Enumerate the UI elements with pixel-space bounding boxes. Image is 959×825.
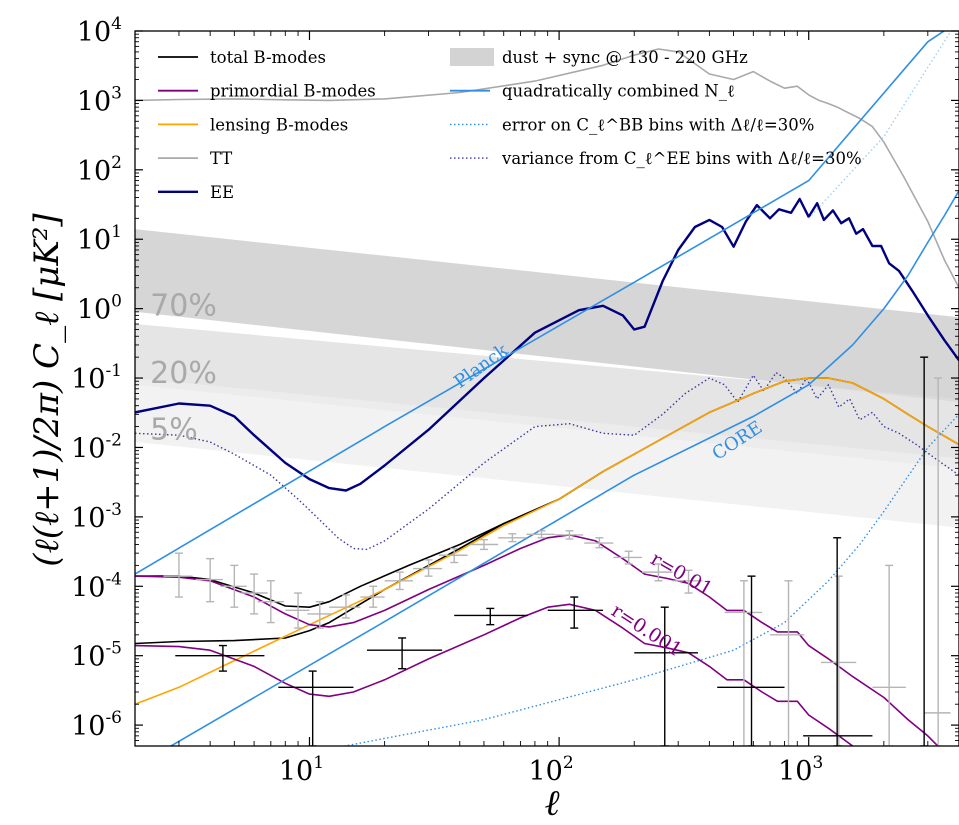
errorbar-r-0-01-binned-13 [498,533,527,543]
y-tick-label: 101 [77,222,122,256]
y-tick-label: 10-2 [71,430,122,464]
legend-label: TT [210,149,232,168]
band-20 [135,324,959,469]
y-tick-label: 10-3 [71,500,122,534]
legend-label: total B-modes [210,48,326,67]
errorbar-r-0-01-binned-2 [220,564,247,608]
x-tick-label: 101 [279,753,324,787]
errorbar-r-0-001-binned-4 [547,596,604,629]
errorbar-r-0-01-binned-15 [554,530,584,540]
band-70 [135,229,959,403]
errorbar-r-0-01-binned-8 [360,585,385,608]
errorbar-r-0-001-binned-7 [803,537,873,746]
x-tick-label: 103 [778,753,823,787]
errorbar-r-0-01-binned-12 [470,538,499,551]
series-tt [135,48,959,289]
errorbar-r-0-01-binned-14 [526,530,555,539]
series-ee [135,197,959,492]
annotation-20: 20% [150,356,217,391]
legend-item-variance-from-c-ee-bins-with-30: variance from C_ℓ^EE bins with Δℓ/ℓ=30% [450,149,862,168]
y-tick-label: 104 [77,14,122,48]
errorbar-r-0-001-binned-2 [367,637,443,670]
y-tick-label: 103 [77,83,122,117]
legend-item-tt: TT [158,149,232,168]
errorbar-r-0-01-binned-3 [240,573,268,615]
legend-item-dust-sync-130-220-ghz: dust + sync @ 130 - 220 GHz [450,48,748,67]
y-tick-label: 102 [77,153,122,187]
errorbar-r-0-01-binned-4 [257,580,284,624]
series-error-on-c-bb-bins-with-30-planck [808,31,952,219]
axis-ticks: 104 103 102 101 100 10-1 10-2 10-3 10-4 10-5 10-6 1… [71,14,959,787]
errorbar-r-0-01-binned-5 [285,592,310,629]
x-tick-label: 102 [529,753,574,787]
errorbar-r-0-01-binned-20 [724,580,763,746]
errorbar-r-0-01-binned-18 [642,563,673,582]
errorbar-r-0-01-binned-10 [413,559,443,577]
errorbar-r-0-001-binned-6 [717,575,785,746]
errorbar-r-0-001-binned-1 [278,670,354,746]
legend-label: dust + sync @ 130 - 220 GHz [502,48,748,67]
legend-item-total-b-modes: total B-modes [158,48,326,67]
errorbar-r-0-01-binned-1 [195,557,223,603]
y-tick-label: 10-4 [71,569,122,603]
legend-label: quadratically combined N_ℓ [502,82,735,101]
errorbar-r-0-01-binned-17 [613,550,643,565]
errorbar-r-0-001-binned-8 [920,356,929,746]
errorbar-r-0-01-binned-9 [384,571,414,591]
legend: total B-modes primordial B-modes lensing B… [158,48,862,202]
legend-label: error on C_ℓ^BB bins with Δℓ/ℓ=30% [502,115,814,134]
y-axis-label: (ℓ(ℓ+1)/2π) C_ℓ [μK²] [27,213,67,567]
series-variance-from-c-ee-bins-with-30 [135,371,959,551]
legend-swatch [450,48,494,66]
band-5 [135,378,959,528]
errorbar-r-0-01-binned-23 [872,564,906,746]
errorbar-r-0-01-binned-16 [584,537,614,549]
errorbar-r-0-001-binned-0 [175,644,265,672]
binned-error-bars [163,356,951,746]
errorbar-r-0-01-binned-11 [438,547,468,564]
legend-item-quadratically-combined-n: quadratically combined N_ℓ [450,82,735,101]
legend-label: primordial B-modes [210,82,376,101]
legend-item-ee: EE [158,183,234,202]
errorbar-r-0-001-binned-3 [454,607,528,626]
y-tick-label: 10-6 [71,708,122,742]
series-lensing-b-modes [135,377,959,705]
y-tick-label: 100 [77,292,122,326]
errorbar-r-0-01-binned-6 [307,600,332,629]
errorbar-r-0-01-binned-19 [672,569,703,594]
foreground-bands [135,229,959,528]
errorbar-r-0-01-binned-22 [821,575,857,746]
series-quadratically-combined-n-core [169,190,959,746]
series-quadratically-combined-n-planck [135,31,946,575]
legend-label: lensing B-modes [210,115,348,134]
legend-label: EE [210,183,234,202]
series-total-b-modes-r-0-001 [135,470,604,645]
legend-item-error-on-c-bb-bins-with-30: error on C_ℓ^BB bins with Δℓ/ℓ=30% [450,115,814,134]
errorbar-r-0-01-binned-0 [163,552,193,598]
annotation-5: 5% [150,413,198,448]
series-primordial-b-modes-r-0-01 [135,534,939,746]
errorbar-r-0-01-binned-24 [924,377,951,746]
errorbar-r-0-001-binned-5 [634,606,698,746]
legend-item-lensing-b-modes: lensing B-modes [158,115,348,134]
legend-item-primordial-b-modes: primordial B-modes [158,82,376,101]
legend-label: variance from C_ℓ^EE bins with Δℓ/ℓ=30% [501,149,862,168]
errorbar-r-0-01-binned-21 [770,580,805,746]
x-axis-label: ℓ [545,783,560,824]
y-tick-label: 10-5 [71,639,122,673]
y-tick-label: 10-1 [71,361,122,395]
errorbar-r-0-01-binned-7 [329,594,361,619]
annotation-70: 70% [150,288,217,323]
